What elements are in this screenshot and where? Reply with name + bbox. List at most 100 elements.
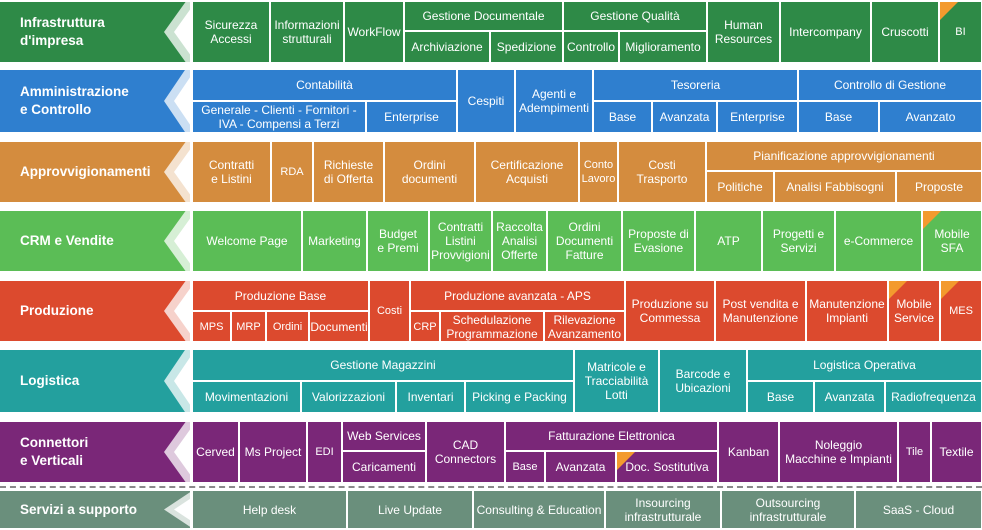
module-label: Avanzata — [555, 460, 606, 474]
module-infra-gestione-qualita: Gestione Qualità — [564, 2, 706, 30]
module-prod-crp: CRP — [411, 312, 439, 341]
module-label: Budget e Premi — [377, 227, 419, 255]
module-infra-spedizione: Spedizione — [491, 32, 562, 62]
row-header-band — [0, 350, 162, 412]
module-label: Matricole e Tracciabilità Lotti — [584, 360, 649, 402]
module-conn-cad-connectors: CAD Connectors — [427, 422, 504, 482]
module-appr-certificazione-acquisti: Certificazione Acquisti — [476, 142, 578, 202]
module-label: Base — [512, 461, 538, 473]
module-conn-textile: Textile — [932, 422, 981, 482]
row-header-band — [0, 211, 162, 271]
module-label: Progetti e Servizi — [772, 227, 825, 255]
module-conn-noleggio-macchine-e-impianti: Noleggio Macchine e Impianti — [780, 422, 897, 482]
module-label: Costi — [376, 305, 403, 317]
module-crm-mobile-sfa: Mobile SFA — [923, 211, 981, 271]
module-label: Ordini — [272, 320, 303, 333]
module-label: Inventari — [407, 390, 454, 404]
module-label: Textile — [939, 445, 974, 459]
module-prod-mrp: MRP — [232, 312, 265, 341]
row-header-infrastruttura-d-impresa: Infrastruttura d'impresa — [0, 2, 190, 62]
module-infra-sicurezza-accessi: Sicurezza Accessi — [193, 2, 269, 62]
row-header-band — [0, 491, 162, 528]
module-prod-rilevazione-avanzamento: Rilevazione Avanzamento — [545, 312, 624, 341]
module-serv-live-update: Live Update — [348, 491, 472, 528]
module-label: Tile — [905, 446, 924, 458]
module-label: Cespiti — [467, 94, 505, 108]
module-label: EDI — [315, 446, 334, 458]
module-label: Base — [608, 110, 637, 124]
module-label: Schedulazione Programmazione — [446, 312, 538, 341]
row-header-label: Logistica — [20, 373, 80, 388]
module-label: Caricamenti — [351, 460, 417, 474]
module-amm-agenti-e-adempimenti: Agenti e Adempimenti — [516, 70, 592, 132]
module-label: Contabilità — [296, 78, 353, 92]
module-infra-cruscotti: Cruscotti — [872, 2, 938, 62]
module-appr-pianificazione-approvvigionamenti: Pianificazione approvvigionamenti — [707, 142, 981, 170]
module-label: MRP — [236, 320, 261, 333]
row-header-servizi-a-supporto: Servizi a supporto — [0, 491, 190, 528]
module-infra-controllo: Controllo — [564, 32, 618, 62]
corner-flag-icon — [940, 2, 958, 20]
module-amm-enterprise: Enterprise — [718, 102, 797, 132]
module-label: Intercompany — [789, 25, 862, 39]
module-prod-post-vendita-e-manutenzione: Post vendita e Manutenzione — [716, 281, 805, 341]
row-header-label: Approvvigionamenti — [20, 164, 151, 179]
module-label: Picking e Packing — [472, 390, 567, 404]
module-conn-fatturazione-elettronica: Fatturazione Elettronica — [506, 422, 717, 450]
module-conn-doc-sostitutiva: Doc. Sostitutiva — [617, 452, 717, 482]
row-header-band — [0, 422, 162, 482]
module-conn-edi: EDI — [308, 422, 341, 482]
module-prod-produzione-base: Produzione Base — [193, 281, 368, 310]
module-label: Ordini Documenti Fatture — [555, 220, 614, 262]
module-label: BI — [955, 26, 966, 38]
module-label: Generale - Clienti - Fornitori - IVA - C… — [201, 103, 357, 131]
module-crm-progetti-e-servizi: Progetti e Servizi — [763, 211, 834, 271]
module-amm-tesoreria: Tesoreria — [594, 70, 797, 100]
row-header-label: Amministrazione e Controllo — [20, 84, 129, 117]
module-log-base: Base — [748, 382, 813, 412]
corner-flag-icon — [889, 281, 907, 299]
module-label: Produzione Base — [234, 288, 327, 303]
module-appr-analisi-fabbisogni: Analisi Fabbisogni — [775, 172, 895, 202]
module-label: Produzione su Commessa — [631, 297, 709, 325]
module-label: Barcode e Ubicazioni — [675, 367, 731, 395]
module-appr-conto-lavoro: Conto Lavoro — [580, 142, 617, 202]
module-prod-mps: MPS — [193, 312, 230, 341]
module-label: Live Update — [377, 502, 443, 517]
module-conn-web-services: Web Services — [343, 422, 425, 450]
module-serv-help-desk: Help desk — [193, 491, 346, 528]
module-amm-base: Base — [594, 102, 651, 132]
module-label: Raccolta Analisi Offerte — [496, 220, 543, 262]
module-appr-ordini-documenti: Ordini documenti — [385, 142, 474, 202]
module-label: Miglioramento — [625, 40, 701, 54]
module-crm-e-commerce: e-Commerce — [836, 211, 921, 271]
module-label: Welcome Page — [206, 234, 288, 248]
module-label: Costi Trasporto — [636, 158, 688, 186]
module-amm-cespiti: Cespiti — [458, 70, 514, 132]
module-label: Base — [766, 390, 795, 404]
row-header-label: CRM e Vendite — [20, 233, 114, 248]
module-log-picking-e-packing: Picking e Packing — [466, 382, 573, 412]
module-infra-bi: BI — [940, 2, 981, 62]
row-header-band — [0, 142, 162, 202]
module-label: MPS — [199, 320, 224, 333]
module-label: Help desk — [242, 502, 297, 517]
module-label: Avanzata — [824, 390, 875, 404]
row-header-approvvigionamenti: Approvvigionamenti — [0, 142, 190, 202]
module-label: Archiviazione — [411, 40, 483, 54]
module-appr-rda: RDA — [272, 142, 312, 202]
module-label: Contratti e Listini — [208, 158, 255, 186]
module-conn-tile: Tile — [899, 422, 930, 482]
row-header-logistica: Logistica — [0, 350, 190, 412]
module-prod-ordini: Ordini — [267, 312, 308, 341]
module-crm-marketing: Marketing — [303, 211, 366, 271]
module-prod-mes: MES — [941, 281, 981, 341]
module-label: e-Commerce — [843, 234, 914, 248]
module-label: RDA — [280, 166, 304, 178]
module-label: Sicurezza Accessi — [204, 18, 258, 46]
module-log-valorizzazioni: Valorizzazioni — [302, 382, 395, 412]
module-infra-workflow: WorkFlow — [345, 2, 403, 62]
module-conn-base: Base — [506, 452, 544, 482]
module-label: Human Resources — [714, 18, 773, 46]
module-appr-proposte: Proposte — [897, 172, 981, 202]
